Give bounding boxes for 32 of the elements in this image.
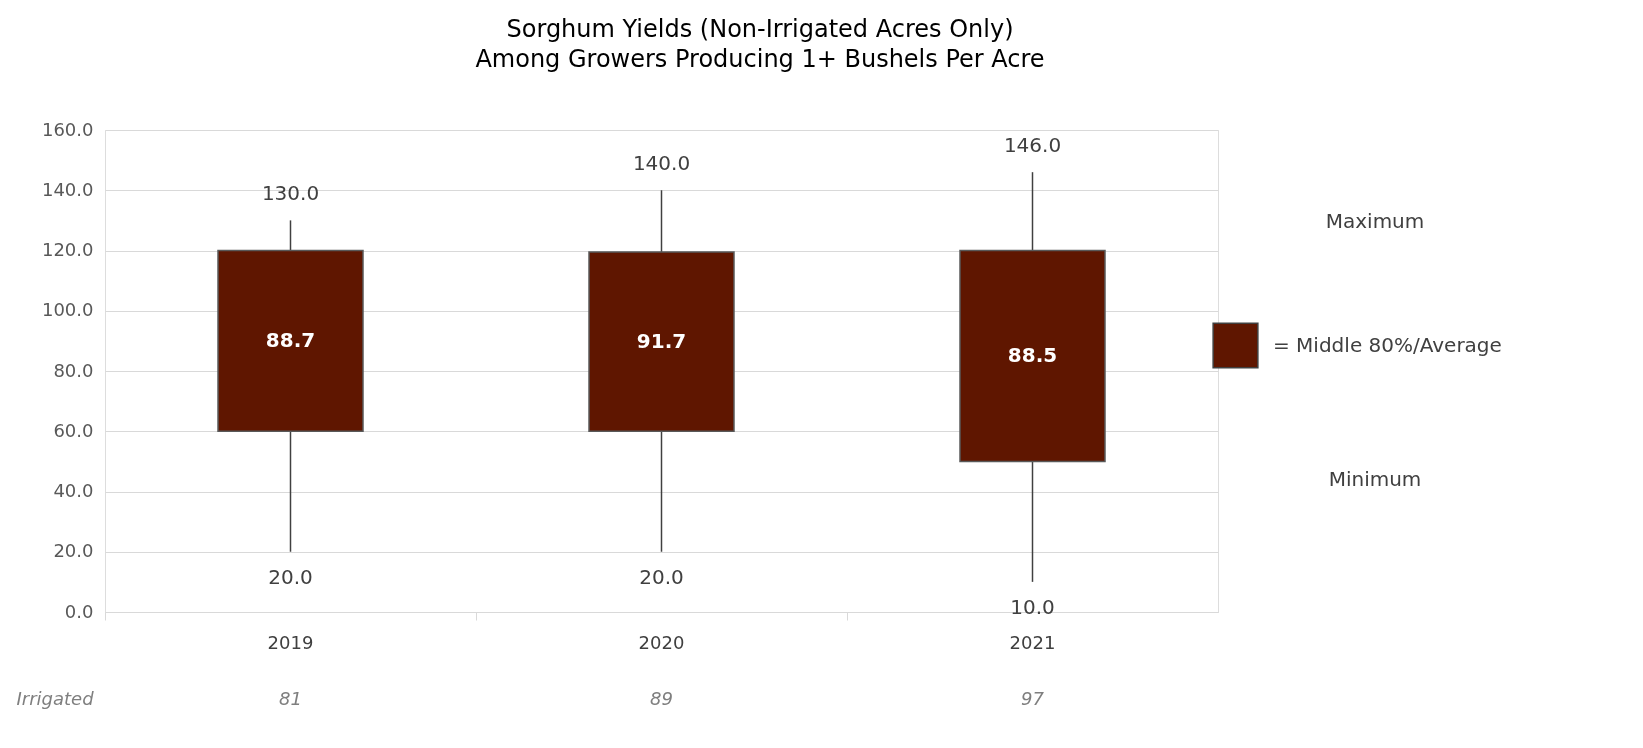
x-tick-label: 2021: [1009, 631, 1056, 653]
legend-label: = Middle 80%/Average: [1273, 332, 1502, 357]
y-tick-label: 120.0: [41, 239, 94, 260]
y-tick-label: 60.0: [53, 419, 94, 441]
annotation: 20.0: [639, 564, 684, 589]
candlestick: [959, 171, 1106, 583]
text: Maximum: [1325, 209, 1425, 233]
text: Irrigated: [16, 688, 95, 709]
y-tick-label: 100.0: [41, 299, 94, 321]
annotation: 130.0: [261, 181, 320, 206]
y-tick-label: 0.0: [64, 600, 94, 622]
annotation: 20.0: [268, 564, 313, 589]
text: 97: [1021, 688, 1045, 709]
annotation: 91.7: [636, 328, 687, 353]
candlestick: [588, 189, 735, 553]
annotation: 88.5: [1007, 342, 1058, 367]
text: Minimum: [1328, 467, 1422, 491]
text: 81: [279, 688, 302, 709]
annotation: 146.0: [1003, 133, 1062, 158]
x-tick-label: 2019: [267, 631, 314, 653]
annotation: 140.0: [632, 151, 691, 176]
y-tick-label: 140.0: [41, 178, 94, 200]
text: 89: [650, 688, 673, 709]
candlestick: [217, 219, 364, 553]
y-tick-label: 80.0: [53, 359, 94, 381]
y-tick-label: 160.0: [41, 118, 94, 140]
annotation: 88.7: [265, 327, 316, 352]
x-tick-label: 2020: [638, 631, 685, 653]
y-tick-label: 20.0: [53, 540, 94, 562]
y-tick-label: 40.0: [53, 480, 94, 501]
chart-title: Sorghum Yields (Non-Irrigated Acres Only) Among Growers Producing 1+ Bushels Per Acre: [475, 15, 1045, 73]
annotation: 10.0: [1010, 594, 1055, 619]
